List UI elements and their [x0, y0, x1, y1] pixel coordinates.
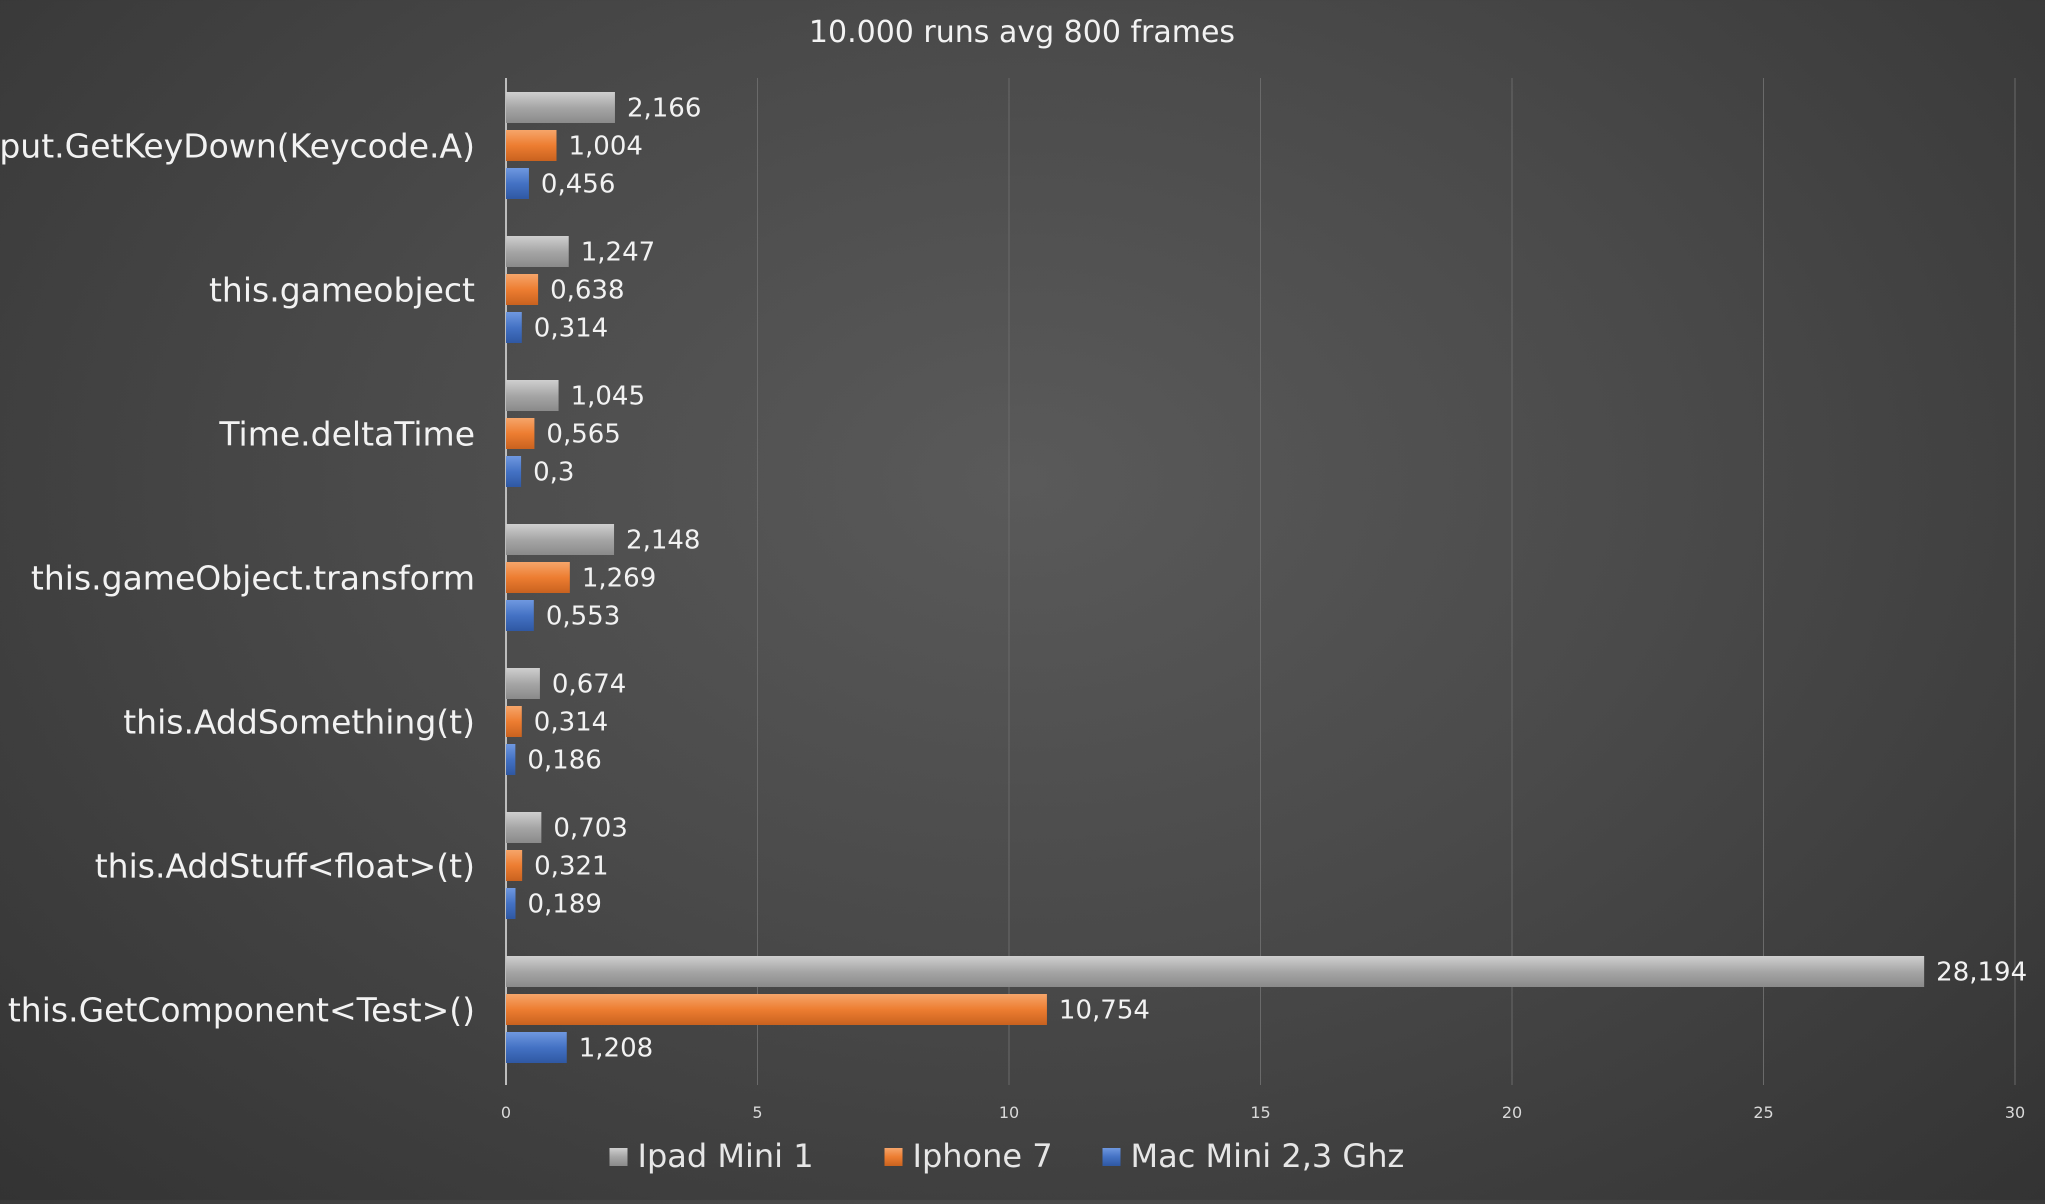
bar	[506, 236, 569, 267]
legend-label: Iphone 7	[913, 1137, 1053, 1175]
data-label: 0,565	[546, 420, 620, 450]
bar	[506, 274, 539, 305]
x-tick-label: 30	[2005, 1103, 2025, 1122]
category-label: Time.deltaTime	[218, 415, 475, 454]
data-label: 1,269	[582, 564, 656, 594]
category-label: this.gameobject	[209, 271, 475, 310]
x-tick-label: 25	[1753, 1103, 1773, 1122]
bar	[506, 312, 522, 343]
legend-swatch	[609, 1148, 628, 1166]
data-label: 0,456	[541, 170, 615, 200]
bar	[506, 994, 1047, 1025]
bar	[506, 744, 516, 775]
category-label: this.GetComponent<Test>()	[8, 991, 475, 1030]
bar	[506, 812, 542, 843]
bar	[506, 562, 570, 593]
category-labels: Input.GetKeyDown(Keycode.A) this.gameobje…	[0, 127, 475, 1030]
data-label: 1,208	[579, 1034, 653, 1064]
data-label: 0,674	[552, 670, 626, 700]
data-label: 0,186	[527, 746, 601, 776]
data-label: 0,321	[534, 852, 608, 882]
data-label: 1,247	[581, 238, 655, 268]
x-tick-label: 15	[1250, 1103, 1270, 1122]
data-label: 0,314	[534, 314, 608, 344]
x-tick-label: 20	[1502, 1103, 1522, 1122]
legend: Ipad Mini 1 Iphone 7 Mac Mini 2,3 Ghz	[609, 1137, 1405, 1175]
x-tick-labels: 0 5 10 15 20 25 30	[501, 1103, 2025, 1122]
data-label: 0,314	[534, 708, 608, 738]
bar	[506, 168, 529, 199]
category-label: this.AddStuff<float>(t)	[95, 847, 475, 886]
data-labels: 2,166 1,004 0,456 1,247 0,638 0,314 1,045 0,565…	[527, 94, 2027, 1064]
bar	[506, 706, 522, 737]
bars	[506, 92, 1925, 1063]
x-tick-label: 0	[501, 1103, 511, 1122]
data-label: 0,553	[546, 602, 620, 632]
bar	[506, 380, 559, 411]
bar	[506, 850, 523, 881]
legend-label: Ipad Mini 1	[638, 1137, 814, 1175]
bar	[506, 888, 516, 919]
data-label: 0,189	[528, 890, 602, 920]
legend-swatch	[1102, 1148, 1121, 1166]
bar	[506, 668, 540, 699]
bar	[506, 130, 557, 161]
bar	[506, 456, 522, 487]
bar	[506, 956, 1925, 987]
category-label: this.gameObject.transform	[31, 559, 475, 598]
data-label: 0,3	[533, 458, 574, 488]
gridlines	[505, 78, 2016, 1085]
category-label: Input.GetKeyDown(Keycode.A)	[0, 127, 475, 166]
bar	[506, 92, 615, 123]
bar	[506, 524, 615, 555]
category-label: this.AddSomething(t)	[123, 703, 475, 742]
legend-swatch	[884, 1148, 903, 1166]
x-tick-label: 5	[752, 1103, 762, 1122]
bar	[506, 418, 535, 449]
chart-title: 10.000 runs avg 800 frames	[809, 15, 1235, 50]
x-tick-label: 10	[999, 1103, 1019, 1122]
data-label: 0,703	[553, 814, 627, 844]
data-label: 28,194	[1936, 958, 2027, 988]
data-label: 2,166	[627, 94, 701, 124]
data-label: 2,148	[626, 526, 700, 556]
legend-label: Mac Mini 2,3 Ghz	[1131, 1137, 1405, 1175]
data-label: 10,754	[1059, 996, 1150, 1026]
data-label: 0,638	[550, 276, 624, 306]
bar	[506, 600, 534, 631]
bar	[506, 1032, 567, 1063]
data-label: 1,045	[571, 382, 645, 412]
data-label: 1,004	[569, 132, 643, 162]
